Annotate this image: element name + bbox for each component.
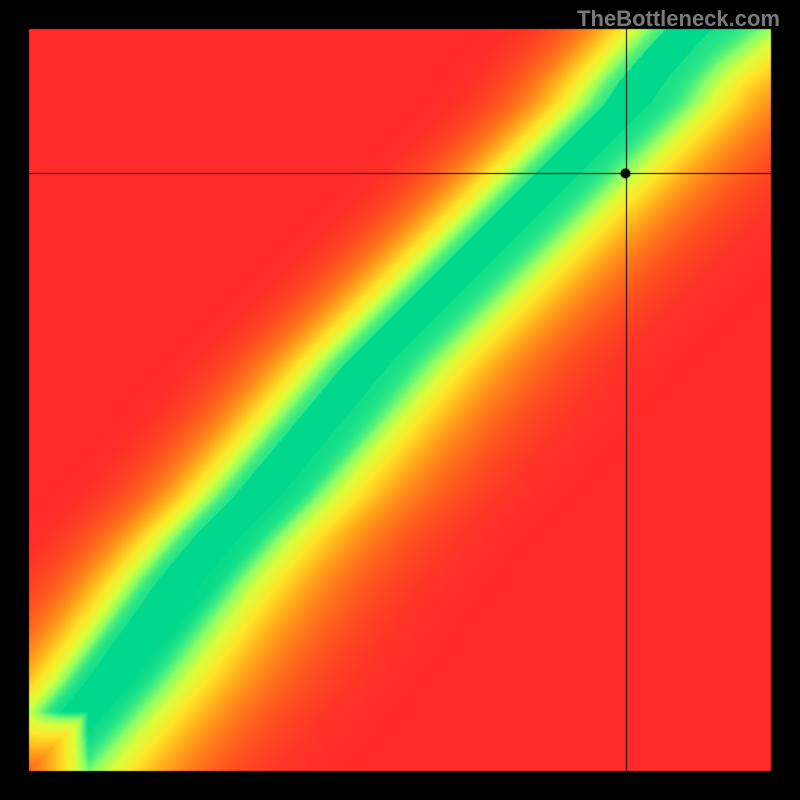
watermark-text: TheBottleneck.com [577, 6, 780, 32]
heatmap-canvas [0, 0, 800, 800]
chart-container: TheBottleneck.com [0, 0, 800, 800]
